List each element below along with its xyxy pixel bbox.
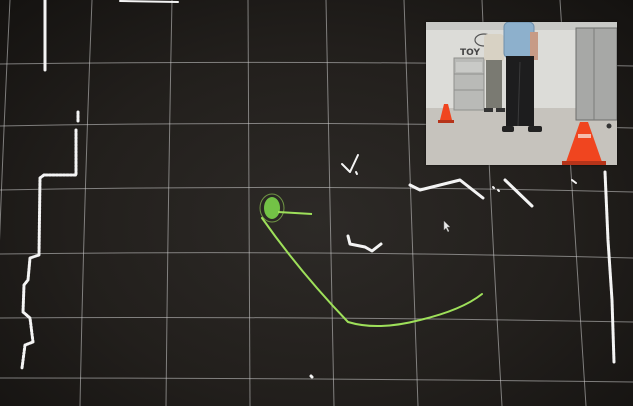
scan-dot-d: [309, 374, 314, 379]
robot-pose-marker: [259, 193, 313, 223]
person-back: [484, 34, 505, 112]
scan-segment-right-b: [503, 178, 534, 208]
scan-segment-left-wall: [20, 110, 80, 370]
logo-text: TOY: [460, 48, 480, 58]
scan-segment-bracket: [346, 234, 383, 253]
scan-dot-a: [355, 171, 358, 175]
scan-segment-right-wall: [603, 170, 616, 364]
scan-segment-top: [119, 0, 179, 3]
lidar-scan: [20, 0, 616, 379]
scan-dot-b: [492, 186, 500, 192]
partition-panel: [575, 27, 617, 129]
mouse-cursor-icon: [443, 220, 451, 233]
traffic-cone-small: [438, 104, 454, 123]
camera-frame: TOY: [426, 22, 617, 165]
planned-path: [261, 217, 483, 328]
person-front: [502, 22, 542, 132]
scan-segment-checkmark: [341, 154, 359, 173]
scan-dot-c: [571, 179, 577, 184]
shelving-cart: [453, 57, 485, 111]
camera-feed-inset: TOY: [426, 22, 617, 165]
traffic-cone-large: [562, 122, 606, 165]
scan-segment-right-a: [408, 178, 485, 200]
